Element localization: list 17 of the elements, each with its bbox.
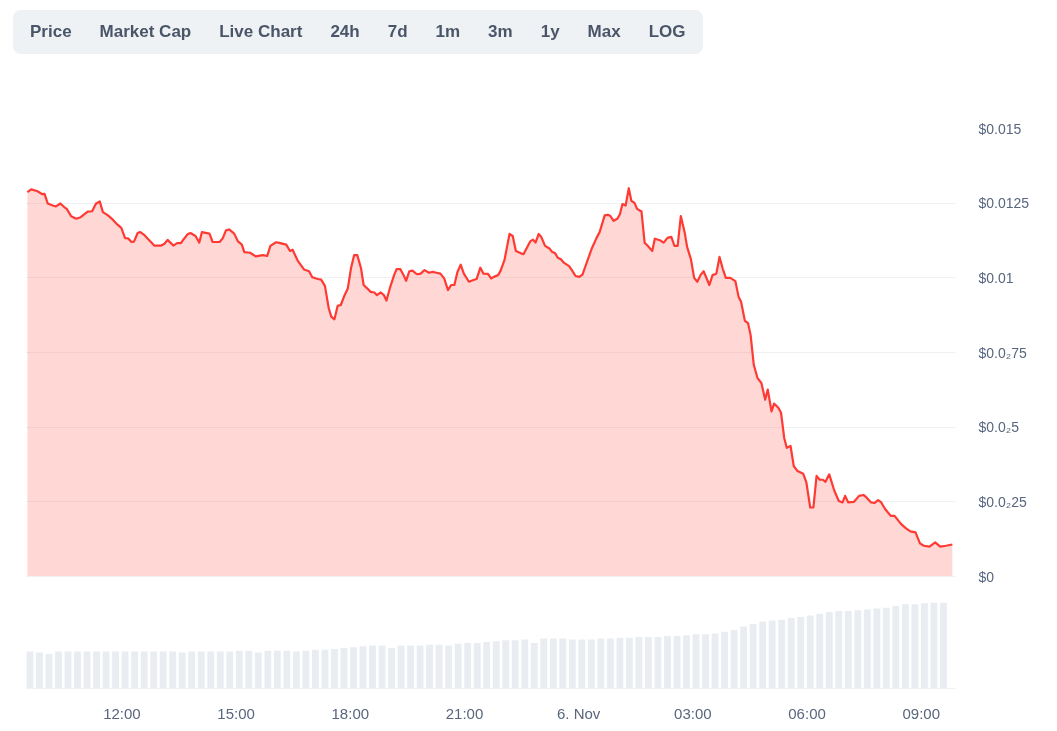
text: Market Cap — [86, 14, 205, 50]
text: Live Chart — [206, 14, 316, 50]
text: Price — [17, 14, 85, 50]
text: 3m — [475, 14, 526, 50]
y-tick-label: $0 — [978, 568, 995, 585]
text: 7d — [374, 14, 421, 50]
text: 1y — [527, 14, 573, 50]
text: 24h — [317, 14, 373, 50]
text: 1m — [422, 14, 474, 50]
y-tick-label: $0.01 — [978, 269, 1014, 286]
y-tick-label: $0.015 — [978, 120, 1022, 137]
text: LOG — [635, 14, 699, 50]
y-tick-label: $0.0₂75 — [978, 344, 1027, 361]
y-tick-label: $0.0₂25 — [978, 493, 1027, 510]
y-tick-label: $0.0125 — [978, 195, 1030, 212]
y-tick-label: $0.0₂5 — [978, 419, 1020, 436]
text: Max — [574, 14, 634, 50]
